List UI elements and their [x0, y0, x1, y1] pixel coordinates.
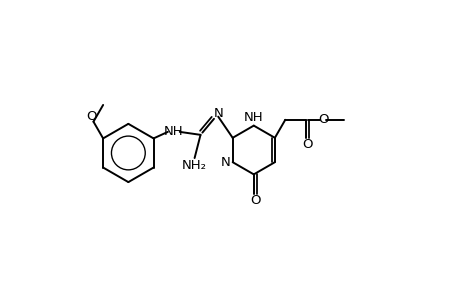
Text: O: O — [302, 138, 312, 151]
Text: N: N — [213, 107, 223, 120]
Text: NH₂: NH₂ — [182, 159, 207, 172]
Text: NH: NH — [243, 111, 263, 124]
Text: O: O — [250, 194, 260, 207]
Text: N: N — [220, 156, 230, 169]
Text: NH: NH — [163, 125, 183, 138]
Text: O: O — [87, 110, 97, 123]
Text: O: O — [317, 113, 328, 126]
